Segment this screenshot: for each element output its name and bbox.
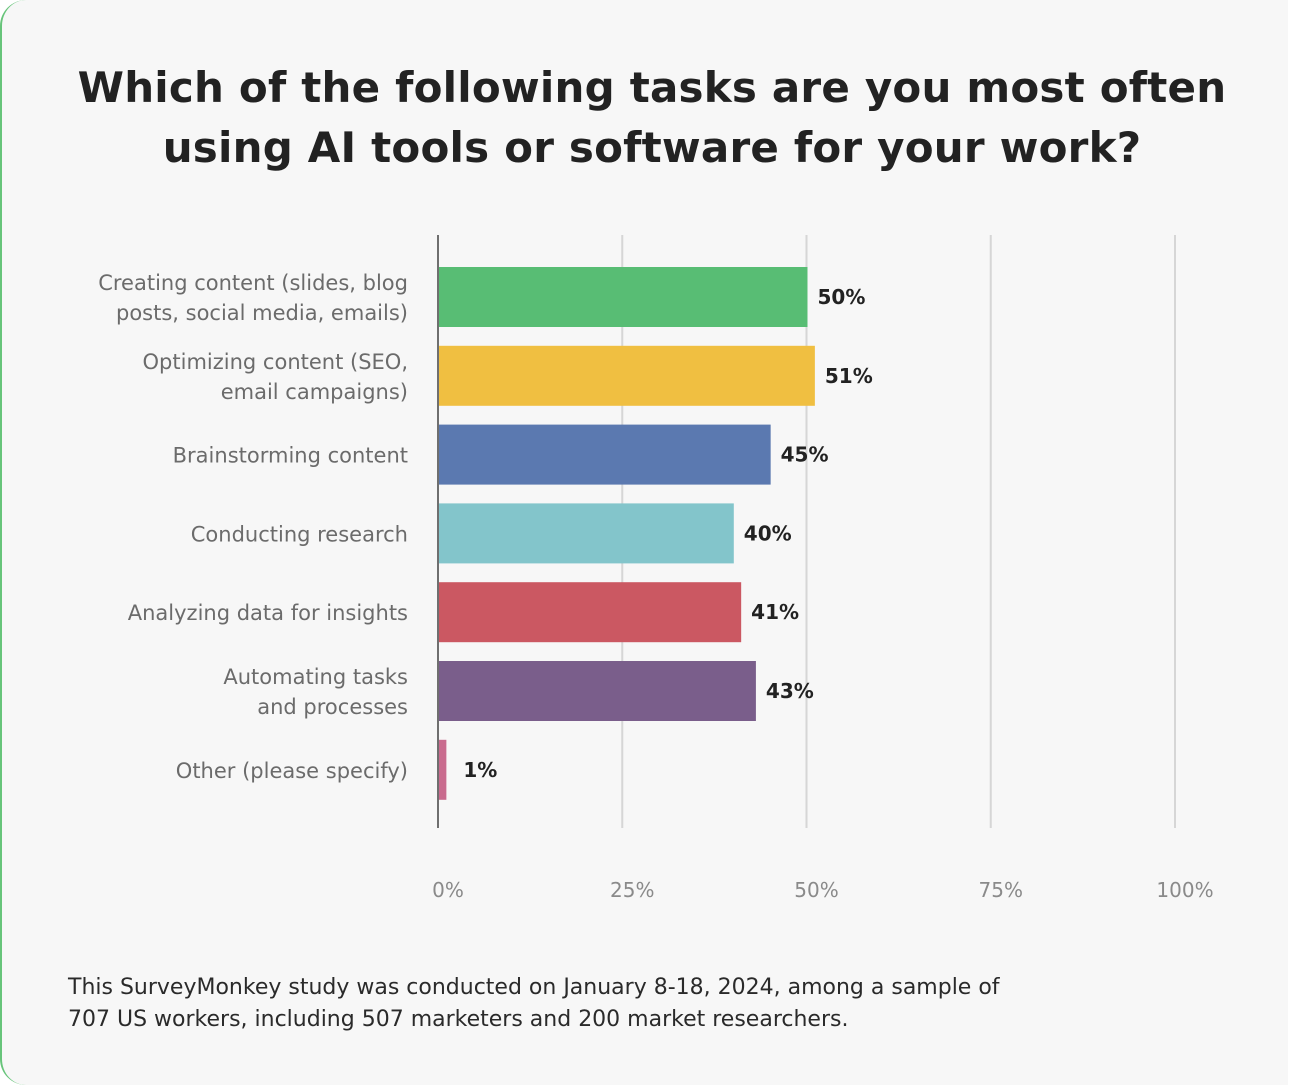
category-label: Optimizing content (SEO, <box>143 350 408 374</box>
bar-chart: Creating content (slides, blog posts, soc… <box>98 235 1214 902</box>
gridlines <box>437 235 1176 828</box>
x-tick-label: 50% <box>794 878 838 902</box>
bar <box>439 424 771 485</box>
category-label: posts, social media, emails) <box>116 301 408 325</box>
value-label: 50% <box>818 285 866 309</box>
footnote-line-1: This SurveyMonkey study was conducted on… <box>68 975 1000 1000</box>
category-label: and processes <box>257 695 408 719</box>
category-label: Creating content (slides, blog <box>98 271 408 295</box>
bar <box>439 267 808 327</box>
chart-title-line-1: Which of the following tasks are you mos… <box>77 63 1227 112</box>
bar <box>439 503 734 564</box>
bar <box>439 661 756 721</box>
value-labels: 50% 51% 45% 40% 41% 43% 1% <box>463 285 872 782</box>
category-label: Analyzing data for insights <box>128 601 408 625</box>
x-tick-label: 75% <box>979 878 1023 902</box>
bar <box>439 739 447 800</box>
footnote-line-2: 707 US workers, including 507 marketers … <box>68 1007 849 1032</box>
category-label: email campaigns) <box>221 380 408 404</box>
value-label: 40% <box>744 521 792 545</box>
chart-title: Which of the following tasks are you mos… <box>2 58 1290 178</box>
x-axis-ticks: 0% 25% 50% 75% 100% <box>432 878 1213 902</box>
value-label: 41% <box>751 600 799 624</box>
bar <box>439 345 815 406</box>
category-labels: Creating content (slides, blog posts, soc… <box>98 271 408 783</box>
x-tick-label: 100% <box>1156 878 1213 902</box>
value-label: 43% <box>766 679 814 703</box>
category-label: Automating tasks <box>223 665 408 689</box>
chart-title-line-2: using AI tools or software for your work… <box>162 123 1142 172</box>
bar <box>439 582 742 643</box>
value-label: 1% <box>463 758 497 782</box>
x-tick-label: 25% <box>610 878 654 902</box>
value-label: 51% <box>825 364 873 388</box>
footnote: This SurveyMonkey study was conducted on… <box>68 972 1168 1036</box>
category-label: Brainstorming content <box>173 444 408 468</box>
x-tick-label: 0% <box>432 878 464 902</box>
value-label: 45% <box>781 443 829 467</box>
category-label: Conducting research <box>191 522 408 546</box>
category-label: Other (please specify) <box>176 759 408 783</box>
bars <box>439 267 815 800</box>
